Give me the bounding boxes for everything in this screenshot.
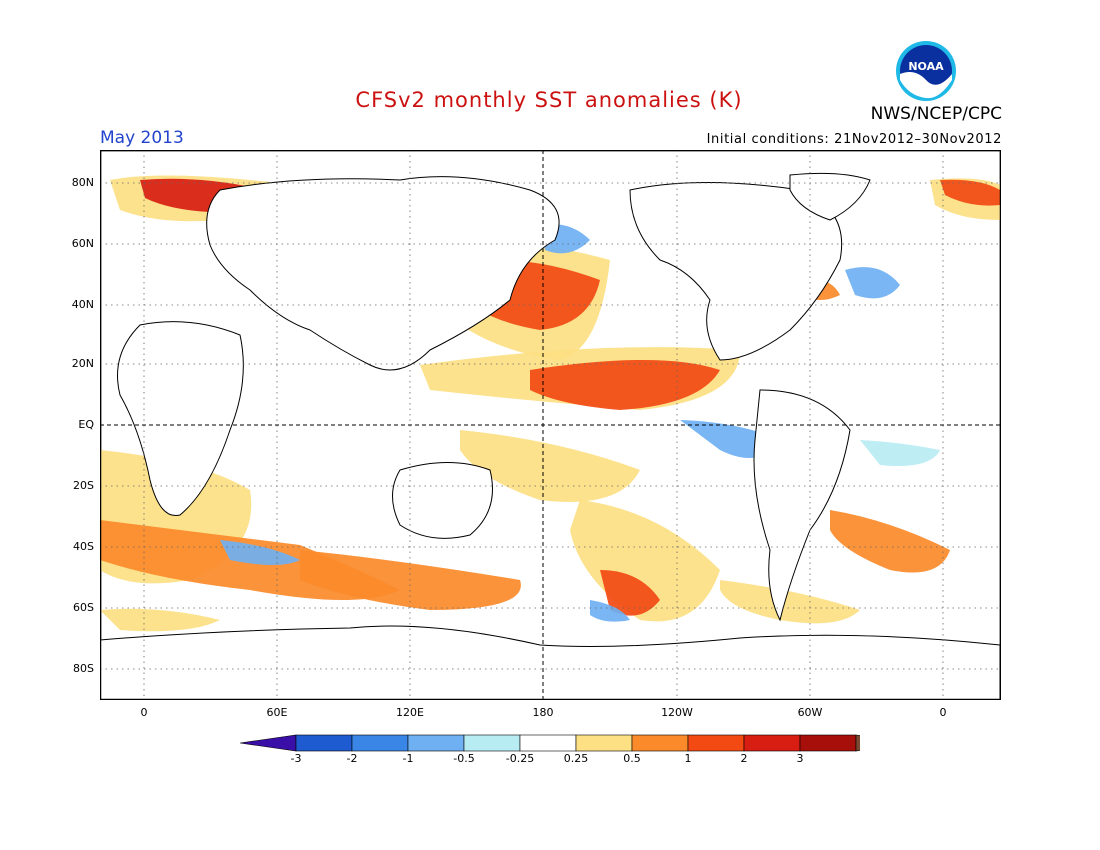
colorbar-tick-label: -2 [346, 752, 358, 765]
colorbar-low-arrow [240, 734, 297, 752]
lon-tick-label: 120W [661, 706, 693, 719]
colorbar-tick-label: 1 [684, 752, 692, 765]
lat-tick-label: 80S [73, 662, 94, 675]
logo-text: NOAA [908, 60, 944, 73]
colorbar-tick-label: -0.25 [505, 752, 535, 765]
lon-tick-label: 0 [939, 706, 947, 719]
coastlines [100, 172, 1001, 700]
colorbar-cell [743, 734, 801, 752]
lat-tick-label: EQ [78, 418, 94, 431]
colorbar-tick-label: 3 [796, 752, 804, 765]
lat-tick-label: 80N [71, 176, 94, 189]
lat-tick-label: 20N [71, 357, 94, 370]
landmass [753, 389, 851, 622]
landmass [100, 625, 1001, 700]
lon-tick-label: 0 [140, 706, 148, 719]
colorbar-tick-label: 2 [740, 752, 748, 765]
lon-tick-label: 180 [532, 706, 554, 719]
colorbar-cell [463, 734, 521, 752]
colorbar-tick-label: -1 [402, 752, 414, 765]
colorbar-cell [631, 734, 689, 752]
colorbar-tick-label: -3 [290, 752, 302, 765]
colorbar-cell [407, 734, 465, 752]
landmass [117, 321, 244, 517]
colorbar-cell [519, 734, 577, 752]
lat-tick-label: 40S [73, 540, 94, 553]
colorbar-cell [799, 734, 857, 752]
colorbar-cell [351, 734, 409, 752]
lat-tick-label: 20S [73, 479, 94, 492]
landmass [789, 172, 871, 221]
colorbar-cell [575, 734, 633, 752]
lat-tick-label: 60N [71, 237, 94, 250]
colorbar-tick-label: 0.5 [623, 752, 641, 765]
colorbar-cell [295, 734, 353, 752]
colorbar-tick-label: -0.5 [453, 752, 475, 765]
lon-tick-label: 120E [396, 706, 424, 719]
valid-month: May 2013 [100, 128, 184, 148]
lat-tick-label: 40N [71, 298, 94, 311]
landmass [392, 462, 493, 539]
colorbar-tick-label: 0.25 [563, 752, 589, 765]
noaa-logo: NOAA [896, 41, 956, 101]
initial-conditions: Initial conditions: 21Nov2012–30Nov2012 [706, 132, 1002, 147]
colorbar [240, 734, 860, 752]
agency-label: NWS/NCEP/CPC [870, 104, 1002, 124]
lon-tick-label: 60E [266, 706, 288, 719]
lon-tick-label: 60W [797, 706, 823, 719]
colorbar-high-arrow [855, 734, 860, 752]
lat-tick-label: 60S [73, 601, 94, 614]
colorbar-cell [687, 734, 745, 752]
landmass [629, 182, 843, 361]
landmass [206, 176, 560, 371]
sst-anomaly-map [100, 150, 1001, 700]
chart-title: CFSv2 monthly SST anomalies (K) [355, 88, 743, 112]
